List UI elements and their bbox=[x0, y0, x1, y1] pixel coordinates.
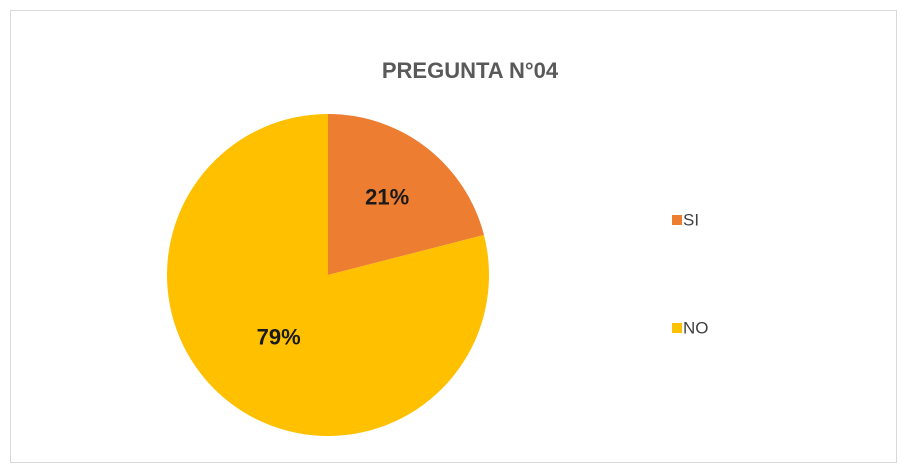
legend-label: SI bbox=[683, 210, 699, 229]
legend-swatch bbox=[672, 323, 682, 333]
chart-title: PREGUNTA N°04 bbox=[382, 58, 559, 83]
data-label: 21% bbox=[365, 184, 409, 209]
pie-slice bbox=[328, 114, 484, 275]
legend-swatch bbox=[672, 215, 682, 225]
data-label: 79% bbox=[257, 324, 301, 349]
pie-slice bbox=[167, 114, 490, 436]
legend-label: NO bbox=[683, 318, 709, 337]
